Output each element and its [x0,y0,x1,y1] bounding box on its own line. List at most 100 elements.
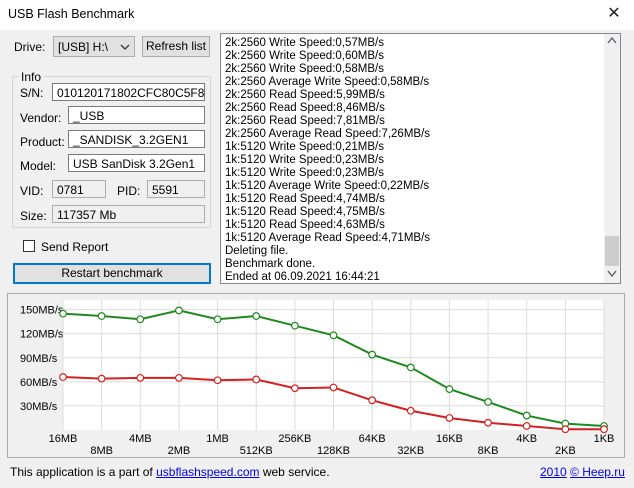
log-line: 2k:2560 Write Speed:0,60MB/s [225,50,384,62]
data-point [252,312,261,320]
data-point [213,376,222,385]
data-point [59,309,67,318]
x-tick-label: 8MB [90,445,113,457]
footer-text-after: web service. [262,465,330,479]
scroll-up-icon[interactable] [607,37,617,44]
size-field: 117357 Mb [52,205,205,223]
model-label: Model: [20,159,57,173]
log-line: 2k:2560 Read Speed:5,99MB/s [225,89,385,101]
pid-label: PID: [117,184,141,198]
x-tick-label: 512KB [240,445,273,457]
data-point [445,414,454,422]
log-line: 1k:5120 Read Speed:4,74MB/s [225,193,385,205]
log-scrollbar[interactable] [604,34,620,283]
data-point [600,425,608,434]
data-point [329,331,338,340]
log-line: 1k:5120 Average Read Speed:4,71MB/s [225,232,431,244]
log-line: 2k:2560 Average Read Speed:7,26MB/s [225,128,431,140]
x-tick-label: 16MB [49,433,78,445]
log-line: 2k:2560 Write Speed:0,58MB/s [225,63,384,75]
log-output[interactable]: 2k:2560 Write Speed:0,57MB/s 2k:2560 Writ… [220,33,621,284]
pid-field: 5591 [147,180,205,198]
sn-field[interactable]: 010120171802CFC80C5F8EA5 [52,83,205,101]
log-line: 1k:5120 Write Speed:0,21MB/s [225,141,384,153]
data-point [175,306,183,315]
vendor-label: Vendor: [20,111,62,125]
log-line: 1k:5120 Write Speed:0,23MB/s [225,167,384,179]
log-line: 2k:2560 Read Speed:7,81MB/s [225,115,385,127]
data-point [290,321,299,330]
scroll-down-icon[interactable] [607,270,617,277]
log-line: Deleting file. [225,245,289,257]
data-point [290,384,299,393]
data-point [522,422,531,430]
y-tick-label: 60MB/s [20,377,58,389]
data-point [213,315,222,324]
data-point [368,396,377,405]
data-point [97,312,106,320]
drive-select[interactable]: [USB] H:\ [53,36,135,57]
restart-benchmark-button[interactable]: Restart benchmark [13,263,211,284]
copyright: 2010 © Heep.ru [540,465,625,479]
footer-text-before: This application is a part of [10,465,153,479]
x-tick-label: 1MB [206,433,229,445]
data-point [136,373,145,382]
footer-text: This application is a part of usbflashsp… [10,465,330,479]
vid-field: 0781 [52,180,106,198]
data-point [136,315,145,324]
data-point [368,350,377,359]
y-tick-label: 90MB/s [20,353,58,365]
x-tick-label: 4KB [516,433,537,445]
usbflashspeed-link[interactable]: usbflashspeed.com [156,465,260,479]
log-line: Benchmark done. [225,258,316,270]
data-point [59,373,67,381]
close-icon[interactable]: ✕ [607,5,621,22]
x-tick-label: 2MB [168,445,191,457]
log-line: 1k:5120 Average Write Speed:0,22MB/s [225,180,430,192]
data-point [484,398,492,406]
y-tick-label: 120MB/s [20,329,64,341]
heep-link[interactable]: © Heep.ru [570,465,625,479]
x-tick-label: 64KB [359,433,386,445]
product-field[interactable]: _SANDISK_3.2GEN1 [68,130,205,148]
data-point [406,363,415,372]
send-report-checkbox[interactable] [23,240,35,252]
y-tick-label: 30MB/s [20,401,58,413]
info-group [12,76,211,228]
data-point [97,374,106,383]
window-title: USB Flash Benchmark [8,7,135,21]
log-line: Ended at 06.09.2021 16:44:21 [225,271,380,283]
data-point [561,425,570,434]
x-tick-label: 8KB [478,445,499,457]
x-tick-label: 32KB [397,445,424,457]
vendor-field[interactable]: _USB [68,106,205,124]
log-line: 2k:2560 Read Speed:8,46MB/s [225,102,385,114]
size-label: Size: [20,209,47,223]
x-tick-label: 16KB [436,433,463,445]
title-bar [0,0,634,30]
data-point [252,375,261,384]
product-label: Product: [20,135,65,149]
data-point [406,406,415,415]
log-line: 1k:5120 Read Speed:4,75MB/s [225,206,385,218]
x-tick-label: 4MB [129,433,152,445]
send-report-label: Send Report [41,240,109,254]
data-point [175,373,183,382]
refresh-list-button[interactable]: Refresh list [142,36,210,57]
x-tick-label: 128KB [317,445,350,457]
log-line: 1k:5120 Write Speed:0,23MB/s [225,154,384,166]
model-field[interactable]: USB SanDisk 3.2Gen1 [68,154,205,172]
x-tick-label: 1KB [594,433,615,445]
log-line: 2k:2560 Write Speed:0,57MB/s [225,37,384,49]
log-line: 1k:5120 Read Speed:4,63MB/s [225,219,385,231]
vid-label: VID: [20,184,44,198]
sn-label: S/N: [20,86,44,100]
chevron-down-icon [120,44,130,50]
data-point [522,411,531,420]
log-scrollbar-thumb[interactable] [605,236,619,266]
info-group-label: Info [19,70,44,84]
data-point [445,385,454,393]
x-tick-label: 256KB [278,433,311,445]
data-point [329,383,338,392]
